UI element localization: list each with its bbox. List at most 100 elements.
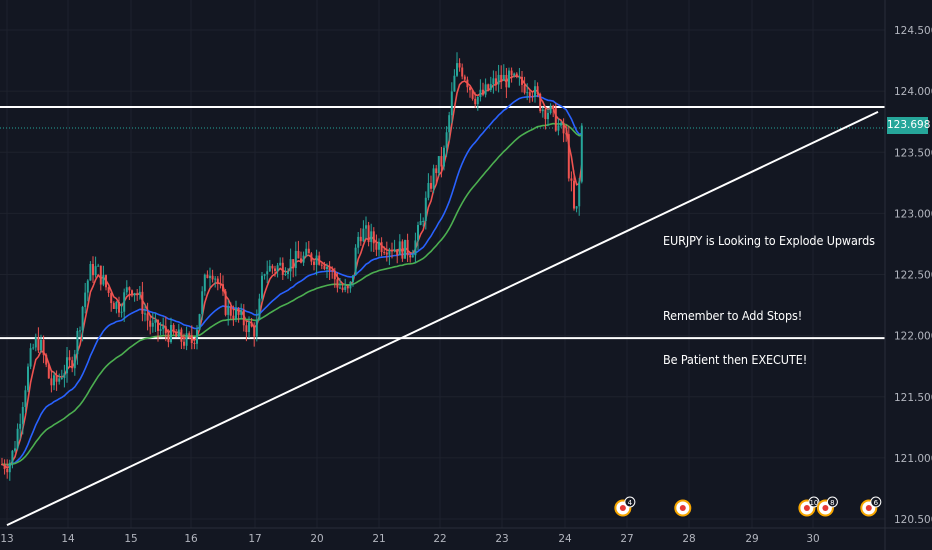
candle-body [128,287,131,291]
event-marker[interactable]: 8 [816,496,838,517]
candle-body [206,274,209,279]
candle-body [549,105,552,113]
candle-body [502,74,505,81]
candle-body [287,271,289,274]
candle-body [279,262,282,266]
candle-body [578,181,581,207]
candle-body [66,357,68,374]
annotation-execute[interactable]: Be Patient then EXECUTE! [663,352,808,367]
candle-body [315,255,318,265]
annotation-stops[interactable]: Remember to Add Stops! [663,308,803,323]
x-tick-label: 16 [184,533,198,545]
candle-body [458,63,461,68]
candle-body [411,255,414,258]
candle-body [495,78,497,85]
candle-body [102,275,105,285]
y-tick-label: 124.500 [894,25,932,37]
candle-body [99,265,102,285]
annotation-explode[interactable]: EURJPY is Looking to Explode Upwards [663,233,875,248]
candle-body [141,291,144,314]
candle-body [170,325,172,343]
candle-body [136,293,139,295]
candle-body [565,133,568,135]
candle-body [484,84,487,95]
candle-body [235,308,237,320]
candle-body [16,428,19,449]
candle-body [196,329,198,344]
candle-body [53,375,55,386]
candle-body [222,284,224,292]
candle-body [539,93,542,112]
event-badge [624,496,636,508]
ascending-trendline[interactable] [6,111,879,527]
candle-body [414,240,417,256]
candle-body [42,339,45,355]
candle-body [570,178,573,181]
candle-body [367,225,370,243]
y-tick-label: 123.500 [894,147,932,159]
candle-body [521,76,523,85]
candle-body [526,92,529,94]
trendline-group[interactable] [6,111,879,527]
candle-body [541,109,544,112]
event-badge-count: 4 [628,499,633,507]
event-marker[interactable]: 4 [614,496,636,517]
candle-body [40,339,42,351]
candle-body [432,168,435,189]
candle-body [562,122,565,134]
event-dot [803,505,810,511]
candle-body [456,63,458,76]
candle-body [385,252,388,255]
candle-body [24,390,27,407]
candle-body [383,252,386,254]
candle-body [94,266,97,276]
candle-body [73,354,76,369]
candle-body [198,314,201,330]
candle-body [479,89,482,98]
candle-body [487,84,490,90]
candle-body [557,125,560,131]
candle-body [497,74,500,85]
candle-body [435,168,438,174]
y-tick-label: 120.500 [894,514,932,526]
candle-body [118,301,120,313]
candle-body [380,242,383,253]
event-marker[interactable]: 6 [860,496,882,517]
candle-body [138,291,141,295]
candle-body [164,326,167,334]
candle-body [1,463,3,465]
candle-body [261,275,263,299]
candle-body [45,354,48,365]
candles [1,52,583,481]
candle-body [89,263,92,281]
candle-body [492,78,495,85]
event-badge [826,496,838,508]
candle-body [14,448,16,451]
x-tick-label: 15 [124,533,137,545]
candle-body [110,292,113,304]
candle-body [333,270,336,280]
candle-body [536,86,539,94]
event-badge-count: 10 [809,499,818,507]
candle-body [508,70,510,88]
event-markers[interactable]: 4 10 8 6 [614,496,882,517]
candle-body [151,322,154,327]
candle-body [60,377,63,379]
event-marker[interactable] [674,499,692,517]
candle-body [263,274,266,276]
candle-body [398,241,401,256]
candle-body [448,115,451,133]
candle-body [232,315,235,320]
candle-body [463,76,466,80]
candle-body [489,84,492,90]
event-marker[interactable]: 10 [798,496,820,517]
candle-body [209,275,211,279]
candle-body [580,125,583,182]
candle-body [513,73,516,76]
candle-body [302,255,305,263]
event-dot [619,505,626,511]
event-dot [679,505,686,511]
candle-body [388,250,391,255]
